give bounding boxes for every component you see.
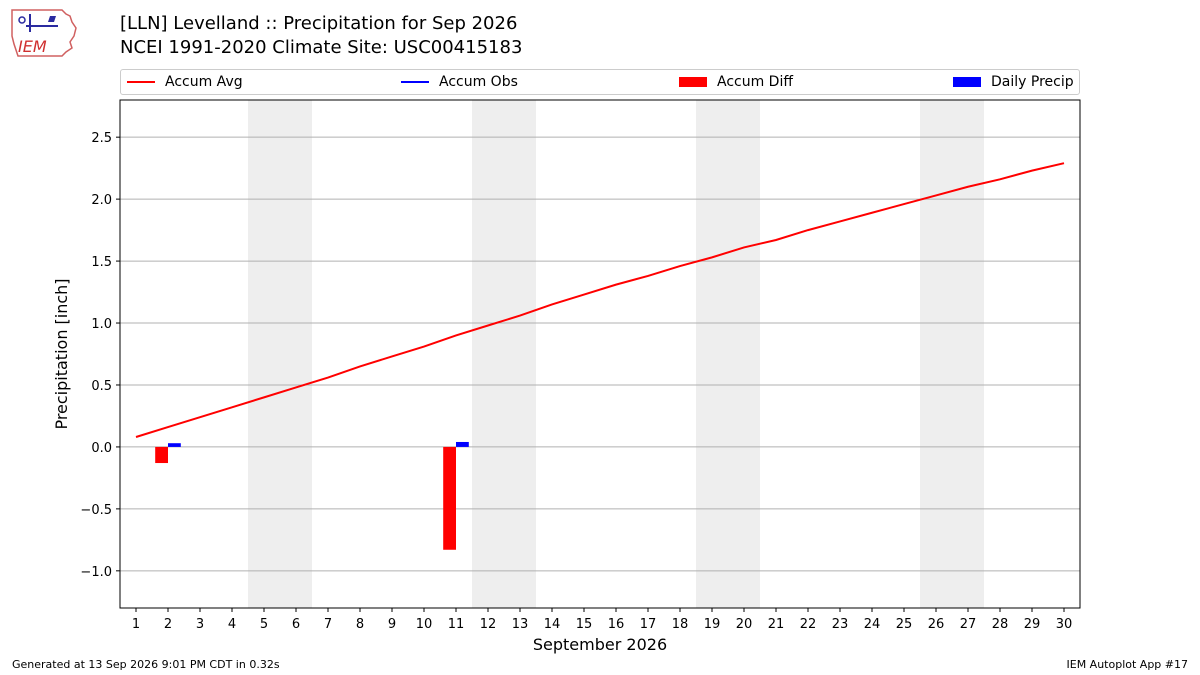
- legend-swatch: [953, 77, 981, 87]
- x-tick-label: 19: [704, 617, 721, 632]
- y-tick-label: 2.0: [91, 193, 112, 208]
- x-tick-label: 6: [292, 617, 300, 632]
- y-tick-label: 0.0: [91, 441, 112, 456]
- x-tick-label: 30: [1056, 617, 1073, 632]
- legend-item-accum-diff: Accum Diff: [679, 70, 793, 94]
- x-tick-label: 11: [448, 617, 465, 632]
- accum-avg-line: [135, 162, 1065, 438]
- plot-frame: [119, 99, 1081, 609]
- legend-label: Accum Diff: [717, 74, 794, 90]
- legend: Accum Avg Accum Obs Accum Diff Daily Pre…: [120, 69, 1080, 95]
- y-tick-label: −1.0: [80, 565, 112, 580]
- x-tick-label: 14: [544, 617, 561, 632]
- x-tick-label: 16: [608, 617, 625, 632]
- weekend-band: [472, 100, 536, 608]
- x-tick-label: 21: [768, 617, 785, 632]
- x-tick-label: 2: [164, 617, 172, 632]
- daily-precip-bar: [168, 443, 181, 447]
- x-tick-label: 5: [260, 617, 268, 632]
- iem-logo: IEM: [8, 6, 80, 58]
- x-tick-label: 4: [228, 617, 236, 632]
- x-tick-label: 9: [388, 617, 396, 632]
- logo-text: IEM: [18, 37, 47, 56]
- x-axis-ticks: 1 2 3 4 5 6 7 8 9 10 11 12 13 14 15 16 17 18 19 20 21 22 23 24 2…: [132, 608, 1072, 632]
- y-axis-label: Precipitation [inch]: [52, 278, 71, 429]
- legend-item-accum-obs: Accum Obs: [401, 70, 518, 94]
- y-tick-label: 2.5: [91, 131, 112, 146]
- x-tick-label: 10: [416, 617, 433, 632]
- weekend-band: [248, 100, 312, 608]
- x-tick-label: 29: [1024, 617, 1041, 632]
- accum-diff-bar: [155, 446, 168, 464]
- app-id: IEM Autoplot App #17: [1066, 658, 1189, 671]
- weekend-shading: [248, 100, 984, 608]
- chart-title: [LLN] Levelland :: Precipitation for Sep…: [120, 12, 522, 60]
- daily-precip-bar: [456, 441, 469, 447]
- x-tick-label: 3: [196, 617, 204, 632]
- x-tick-label: 28: [992, 617, 1009, 632]
- y-tick-label: 1.5: [91, 255, 112, 270]
- x-tick-label: 27: [960, 617, 977, 632]
- title-line-2: NCEI 1991-2020 Climate Site: USC00415183: [120, 37, 523, 58]
- x-tick-label: 18: [672, 617, 689, 632]
- x-tick-label: 20: [736, 617, 753, 632]
- x-tick-label: 8: [356, 617, 364, 632]
- legend-swatch: [401, 81, 429, 83]
- legend-swatch: [127, 81, 155, 83]
- x-tick-label: 17: [640, 617, 657, 632]
- weekend-band: [696, 100, 760, 608]
- x-tick-label: 22: [800, 617, 817, 632]
- x-tick-label: 24: [864, 617, 881, 632]
- legend-item-accum-avg: Accum Avg: [127, 70, 243, 94]
- legend-label: Accum Avg: [165, 74, 243, 90]
- legend-label: Accum Obs: [439, 74, 518, 90]
- y-tick-label: 1.0: [91, 317, 112, 332]
- y-tick-label: 0.5: [91, 379, 112, 394]
- x-tick-label: 7: [324, 617, 332, 632]
- y-axis-ticks: −1.0 −0.5 0.0 0.5 1.0 1.5 2.0 2.5: [80, 131, 120, 580]
- x-tick-label: 25: [896, 617, 913, 632]
- title-line-1: [LLN] Levelland :: Precipitation for Sep…: [120, 13, 518, 34]
- x-axis-label: September 2026: [533, 635, 667, 654]
- weekend-band: [920, 100, 984, 608]
- lines: [135, 162, 1065, 438]
- x-tick-label: 13: [512, 617, 529, 632]
- x-tick-label: 15: [576, 617, 593, 632]
- y-tick-label: −0.5: [80, 503, 112, 518]
- accum-diff-bar: [443, 446, 456, 550]
- bars: [155, 441, 469, 550]
- generated-note: Generated at 13 Sep 2026 9:01 PM CDT in …: [12, 658, 280, 671]
- x-tick-label: 1: [132, 617, 140, 632]
- x-tick-label: 23: [832, 617, 849, 632]
- x-tick-label: 26: [928, 617, 945, 632]
- legend-label: Daily Precip: [991, 74, 1074, 90]
- legend-item-daily-precip: Daily Precip: [953, 70, 1074, 94]
- legend-swatch: [679, 77, 707, 87]
- x-tick-label: 12: [480, 617, 497, 632]
